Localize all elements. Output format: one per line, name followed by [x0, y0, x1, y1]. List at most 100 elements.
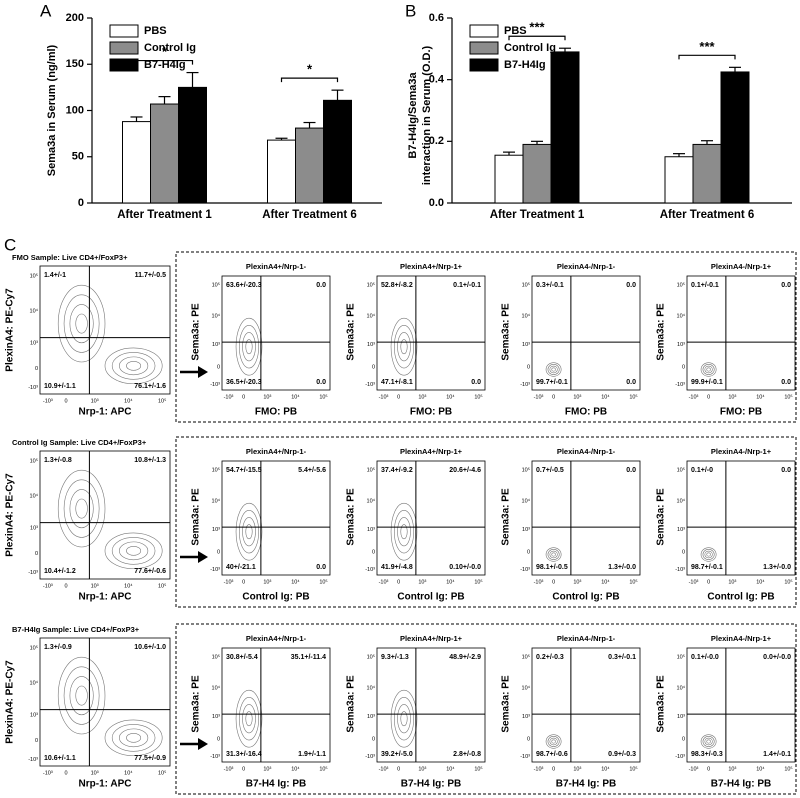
y-axis-label: Sema3a: PE [191, 488, 202, 546]
contour [704, 365, 713, 374]
quadrant-label: 0.1+/-0 [691, 467, 713, 474]
x-tick-label: 0 [64, 770, 67, 776]
x-tick-label: 10⁵ [474, 578, 482, 585]
contour [706, 367, 711, 372]
x-axis-label: FMO: PB [720, 407, 762, 418]
x-tick-label: -10³ [689, 394, 699, 400]
x-tick-label: -10³ [224, 766, 234, 772]
quadrant-label: 36.5+/-20.3 [226, 379, 262, 386]
y-tick-label: 10³ [30, 712, 38, 718]
x-axis-label: Control Ig: PB [397, 592, 464, 603]
y-tick-label: 10³ [677, 714, 685, 720]
subplot-title: PlexinA4+/Nrp-1+ [400, 634, 463, 643]
quadrant-label: 2.8+/-0.8 [453, 751, 481, 758]
arrow-head [198, 738, 208, 750]
plot-frame [39, 450, 171, 580]
y-axis-label: B7-H4Ig/Sema3a [407, 72, 419, 159]
y-tick-label: 10⁴ [677, 312, 686, 319]
quadrant-label: 10.8+/-1.3 [134, 457, 166, 464]
x-tick-label: -10³ [379, 766, 389, 772]
quadrant-label: 77.5+/-0.9 [134, 755, 166, 762]
quadrant-label: 0.10+/-0.0 [449, 564, 481, 571]
x-tick-label: 10⁵ [158, 397, 166, 404]
x-tick-label: 10³ [728, 766, 736, 772]
x-tick-label: 10³ [91, 398, 99, 404]
x-tick-label: 10³ [573, 579, 581, 585]
panel-label: A [40, 1, 52, 20]
contour [57, 469, 106, 548]
x-tick-label: 10³ [263, 394, 271, 400]
contour [104, 347, 163, 385]
x-tick-label: -10³ [534, 394, 544, 400]
quadrant-label: 0.7+/-0.5 [536, 467, 564, 474]
plot-frame [686, 275, 796, 391]
quadrant-label: 1.3+/-0.0 [608, 564, 636, 571]
x-axis-label: B7-H4 Ig: PB [556, 779, 617, 790]
y-tick-label: 0 [527, 550, 530, 556]
contour [119, 728, 149, 748]
y-tick-label: -10³ [365, 567, 375, 573]
contour [547, 549, 560, 560]
y-tick-label: 10⁴ [367, 684, 376, 691]
x-tick-label: 10³ [418, 766, 426, 772]
x-tick-label: 0 [552, 394, 555, 400]
y-tick-label: 10⁴ [212, 312, 221, 319]
x-axis-label: Control Ig: PB [242, 592, 309, 603]
legend-swatch [109, 58, 139, 72]
quadrant-label: 1.3+/-0.8 [44, 457, 72, 464]
contour [245, 339, 253, 355]
x-tick-label: 10⁵ [629, 765, 637, 772]
subplot-title: PlexinA4+/Nrp-1- [246, 634, 307, 643]
y-tick-label: -10³ [675, 754, 685, 760]
bar [295, 127, 324, 204]
y-axis-label: interaction in Serum (O.D.) [421, 45, 433, 185]
plot-frame [531, 647, 641, 763]
subplot-title: PlexinA4-/Nrp-1- [557, 262, 616, 271]
bar [494, 154, 524, 204]
quadrant-label: 0.0 [316, 564, 326, 571]
quadrant-label: 40+/-21.1 [226, 564, 256, 571]
x-tick-label: 10⁴ [446, 393, 455, 400]
x-tick-label: 10³ [263, 766, 271, 772]
quadrant-label: 99.7+/-0.1 [536, 379, 568, 386]
x-tick-label: 10⁴ [446, 578, 455, 585]
significance-bracket [678, 54, 736, 60]
y-tick-label: -10³ [365, 382, 375, 388]
plot-frame [39, 637, 171, 767]
contour [545, 547, 562, 562]
y-tick-label: 10³ [367, 714, 375, 720]
legend-label: Control Ig [144, 42, 196, 54]
legend-label: PBS [144, 25, 167, 37]
x-tick-label: -10³ [689, 579, 699, 585]
quadrant-label: 47.1+/-8.1 [381, 379, 413, 386]
quadrant-label: 5.4+/-5.6 [298, 467, 326, 474]
y-tick-label: -10³ [28, 570, 38, 576]
x-tick-label: 0 [242, 394, 245, 400]
contour [235, 317, 263, 376]
x-tick-label: 10⁵ [629, 578, 637, 585]
plot-frame [376, 275, 486, 391]
x-tick-label: 0 [397, 766, 400, 772]
bar [720, 71, 750, 204]
panel-label: C [4, 235, 16, 254]
y-tick-label: 10³ [367, 342, 375, 348]
y-tick-label: 0 [372, 365, 375, 371]
x-tick-label: 10⁵ [784, 393, 792, 400]
contour [700, 362, 717, 377]
y-axis-label: Sema3a: PE [656, 303, 667, 361]
y-tick-label: 0 [35, 366, 38, 372]
x-tick-label: 10⁵ [319, 578, 327, 585]
dashed-box [175, 623, 797, 795]
y-tick-label: 10⁴ [30, 307, 39, 314]
quadrant-label: 0.1+/-0.0 [691, 654, 719, 661]
y-tick-label: 0 [372, 737, 375, 743]
contour [63, 666, 100, 725]
y-tick-label: 10³ [677, 527, 685, 533]
plot-frame [39, 265, 171, 395]
subplot-title: PlexinA4-/Nrp-1- [557, 447, 616, 456]
x-tick-label: 10⁵ [784, 578, 792, 585]
y-tick-label: 10⁵ [522, 467, 530, 474]
contour [111, 724, 156, 752]
quadrant-label: 0.0 [781, 467, 791, 474]
